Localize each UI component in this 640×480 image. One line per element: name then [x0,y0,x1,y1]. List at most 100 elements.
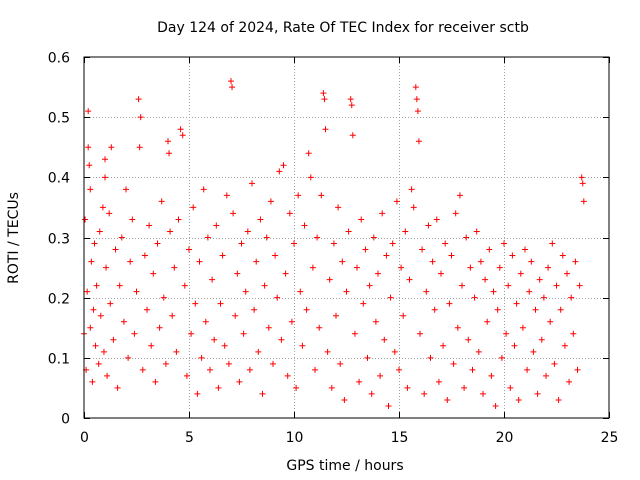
x-tick-label: 20 [496,430,514,446]
data-point [169,312,176,319]
data-point [507,384,514,391]
data-point [580,198,587,205]
data-point [297,288,304,295]
data-point [91,240,98,247]
data-point [347,96,354,103]
data-point [148,342,155,349]
data-point [333,312,339,319]
y-axis-label: ROTI / TECUs [6,192,22,284]
data-point [564,270,570,277]
data-point [90,306,97,313]
data-point [370,234,377,241]
data-point [107,300,114,307]
data-point [167,228,174,235]
data-point [553,282,560,289]
data-point [561,342,568,349]
data-point [503,330,510,337]
data-point [345,228,352,235]
data-point [524,366,531,373]
data-point [545,264,552,271]
data-point [209,276,216,283]
x-tick-label: 25 [601,430,619,446]
data-point [139,366,146,373]
data-point [84,288,91,295]
data-point [398,264,405,271]
data-point [321,96,328,103]
data-point [120,318,127,325]
data-point [263,234,270,241]
data-point [104,372,111,379]
x-axis-label: GPS time / hours [286,458,403,474]
data-point [442,240,449,247]
data-point [232,312,239,319]
data-point [538,336,545,343]
data-point [375,270,381,277]
data-point [496,264,503,271]
data-point [100,348,107,355]
data-point [160,294,167,301]
data-point [131,330,138,337]
data-point [144,306,150,313]
x-tick-label: 10 [286,430,304,446]
data-point [270,360,276,367]
data-point [486,246,493,253]
data-point [362,246,369,253]
data-point [557,306,564,313]
data-point [106,210,113,217]
data-point [316,324,323,331]
y-tick-label: 0.5 [48,111,70,127]
data-point [492,402,499,409]
data-point [343,288,350,295]
data-point [116,282,123,289]
data-point [251,306,258,313]
data-point [482,276,489,283]
data-point [137,114,144,121]
data-point [396,366,402,373]
data-point [570,330,577,337]
data-point [282,270,289,277]
data-point [576,282,583,289]
data-point [96,228,103,235]
data-point [293,384,300,391]
data-point [377,372,384,379]
data-point [291,240,297,247]
data-point [566,378,573,385]
data-point [242,288,249,295]
data-point [402,228,409,235]
data-point [444,396,451,403]
data-point [181,282,188,289]
data-point [337,360,344,367]
data-point [511,342,518,349]
data-point [519,324,526,331]
data-point [526,288,533,295]
data-point [141,252,148,259]
data-point [341,396,348,403]
data-point [129,216,136,223]
data-point [574,366,581,373]
data-point [330,240,337,247]
data-point [207,366,213,373]
data-point [360,300,367,307]
data-point [221,342,228,349]
data-point [322,126,329,133]
plot-frame [83,56,610,419]
data-point [234,270,241,277]
data-point [305,150,312,157]
data-point [265,324,272,331]
data-point [385,402,392,409]
data-point [108,144,115,151]
data-point [490,288,497,295]
data-point [202,318,209,325]
data-point [372,318,379,325]
data-point [200,186,207,193]
data-point [89,378,96,385]
data-point [190,204,197,211]
data-point [114,384,121,391]
data-point [301,222,308,229]
data-point [125,354,132,361]
data-point [471,294,478,301]
data-point [312,366,318,373]
data-point [475,348,482,355]
data-point [156,324,163,331]
data-point [408,186,415,193]
